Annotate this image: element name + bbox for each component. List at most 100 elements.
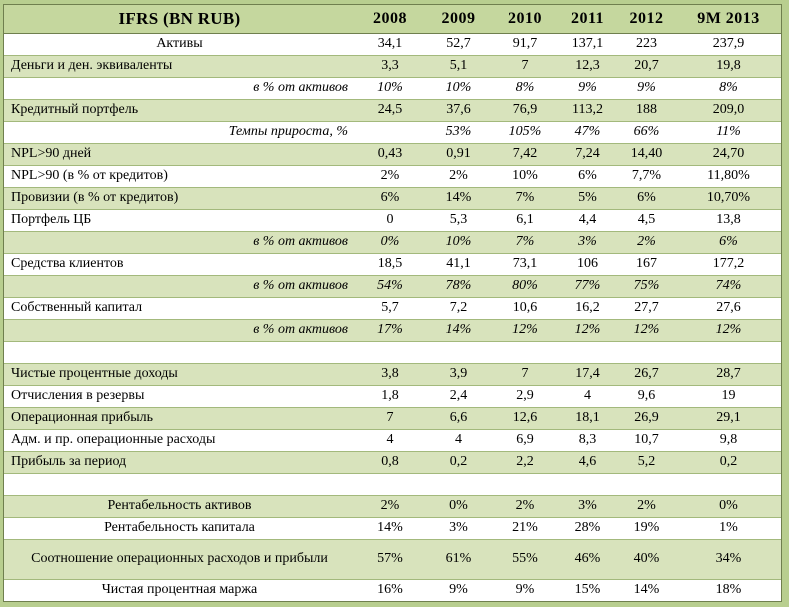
value-cell: 7 <box>386 411 394 426</box>
value-cell: 6,1 <box>516 213 534 228</box>
value-cell: 209,0 <box>712 103 745 118</box>
year-header: 2009 <box>441 10 476 27</box>
value-cell: 61% <box>445 552 472 567</box>
value-cell: 52,7 <box>446 37 471 52</box>
table-header-row: IFRS (BN RUB) 2008 2009 2010 2011 2012 9M 201… <box>4 5 781 34</box>
value-cell: 177,2 <box>712 257 745 272</box>
value-cell: 3% <box>578 235 597 250</box>
value-cell: 7% <box>515 235 535 250</box>
value-cell: 57% <box>377 552 403 567</box>
value-cell: 80% <box>512 279 538 294</box>
table-row: Темпы прироста, % 53% 105% 47% 66% 11% <box>4 122 781 144</box>
value-cell: 54% <box>377 279 403 294</box>
row-label: Рентабельность активов <box>107 499 252 514</box>
value-cell: 53% <box>445 125 472 140</box>
row-label: Провизии (в % от кредитов) <box>11 191 179 206</box>
value-cell: 73,1 <box>512 257 538 272</box>
value-cell: 12,6 <box>512 411 538 426</box>
value-cell: 137,1 <box>571 37 604 52</box>
row-label: в % от активов <box>253 323 348 338</box>
table-row: Прибыль за период 0,8 0,2 2,2 4,6 5,2 0,2 <box>4 452 781 474</box>
value-cell: 9% <box>449 583 468 598</box>
value-cell: 28,7 <box>716 367 741 382</box>
value-cell: 9% <box>515 583 535 598</box>
value-cell: 3% <box>449 521 468 536</box>
value-cell: 3,9 <box>449 367 468 382</box>
value-cell: 12% <box>633 323 660 338</box>
value-cell: 105% <box>508 125 542 140</box>
table-row: NPL>90 дней 0,43 0,91 7,42 7,24 14,40 24,70 <box>4 144 781 166</box>
spacer-row <box>4 474 781 496</box>
value-cell: 18,1 <box>575 411 600 426</box>
row-label: Адм. и пр. операционные расходы <box>11 433 216 448</box>
value-cell: 6% <box>637 191 656 206</box>
row-label: Собственный капитал <box>11 301 143 316</box>
value-cell: 14% <box>445 191 472 206</box>
value-cell: 5,2 <box>637 455 656 470</box>
value-cell: 0% <box>719 499 738 514</box>
year-header: 2012 <box>629 10 664 27</box>
value-cell: 5% <box>578 191 597 206</box>
value-cell: 6% <box>578 169 597 184</box>
value-cell: 113,2 <box>572 103 603 118</box>
value-cell: 4 <box>455 433 462 448</box>
value-cell: 10% <box>445 81 472 96</box>
value-cell: 40% <box>633 552 660 567</box>
value-cell: 237,9 <box>712 37 745 52</box>
row-label: Рентабельность капитала <box>104 521 255 536</box>
value-cell: 34% <box>715 552 742 567</box>
value-cell: 12% <box>512 323 538 338</box>
row-label: Темпы прироста, % <box>228 125 348 140</box>
value-cell: 9,8 <box>719 433 738 448</box>
row-label: Кредитный портфель <box>11 103 139 118</box>
value-cell: 10,7 <box>634 433 659 448</box>
table-row: Рентабельность капитала 14% 3% 21% 28% 19% 1% <box>4 518 781 540</box>
value-cell: 14% <box>445 323 472 338</box>
value-cell: 74% <box>715 279 742 294</box>
value-cell: 5,1 <box>449 59 468 74</box>
table-row: Собственный капитал 5,7 7,2 10,6 16,2 27,7 27,… <box>4 298 781 320</box>
row-label: в % от активов <box>253 235 348 250</box>
value-cell: 10% <box>445 235 472 250</box>
year-header: 2008 <box>373 10 407 27</box>
table-row: Соотношение операционных расходов и приб… <box>4 540 781 580</box>
value-cell: 24,5 <box>377 103 403 118</box>
value-cell: 75% <box>633 279 660 294</box>
value-cell: 0,8 <box>381 455 399 470</box>
value-cell: 4,4 <box>578 213 597 228</box>
value-cell: 7% <box>515 191 535 206</box>
value-cell: 10,6 <box>512 301 538 316</box>
value-cell: 0,43 <box>377 147 403 162</box>
value-cell: 0,2 <box>449 455 468 470</box>
value-cell: 21% <box>512 521 538 536</box>
row-label: NPL>90 дней <box>11 147 92 162</box>
value-cell: 2% <box>380 169 400 184</box>
value-cell: 14% <box>377 521 403 536</box>
row-label: Чистые процентные доходы <box>11 367 178 382</box>
value-cell: 19 <box>721 389 736 404</box>
value-cell: 6% <box>380 191 400 206</box>
table-row: в % от активов 0% 10% 7% 3% 2% 6% <box>4 232 781 254</box>
row-label: Соотношение операционных расходов и приб… <box>31 552 328 567</box>
value-cell: 27,7 <box>634 301 659 316</box>
table-row: Отчисления в резервы 1,8 2,4 2,9 4 9,6 19 <box>4 386 781 408</box>
value-cell: 19% <box>633 521 660 536</box>
value-cell: 8% <box>719 81 738 96</box>
value-cell: 17% <box>377 323 403 338</box>
value-cell: 19,8 <box>716 59 741 74</box>
value-cell: 12% <box>715 323 742 338</box>
value-cell: 0 <box>386 213 394 228</box>
row-label: Деньги и ден. эквиваленты <box>11 59 173 74</box>
value-cell: 6% <box>719 235 738 250</box>
value-cell: 11% <box>716 125 741 140</box>
value-cell: 4,6 <box>578 455 597 470</box>
table-title: IFRS (BN RUB) <box>118 10 241 28</box>
value-cell: 28% <box>574 521 601 536</box>
value-cell: 2,4 <box>449 389 468 404</box>
row-label: Отчисления в резервы <box>11 389 145 404</box>
value-cell: 2% <box>637 499 656 514</box>
value-cell: 7 <box>521 59 529 74</box>
value-cell: 2% <box>637 235 656 250</box>
value-cell: 17,4 <box>575 367 600 382</box>
value-cell: 78% <box>445 279 472 294</box>
